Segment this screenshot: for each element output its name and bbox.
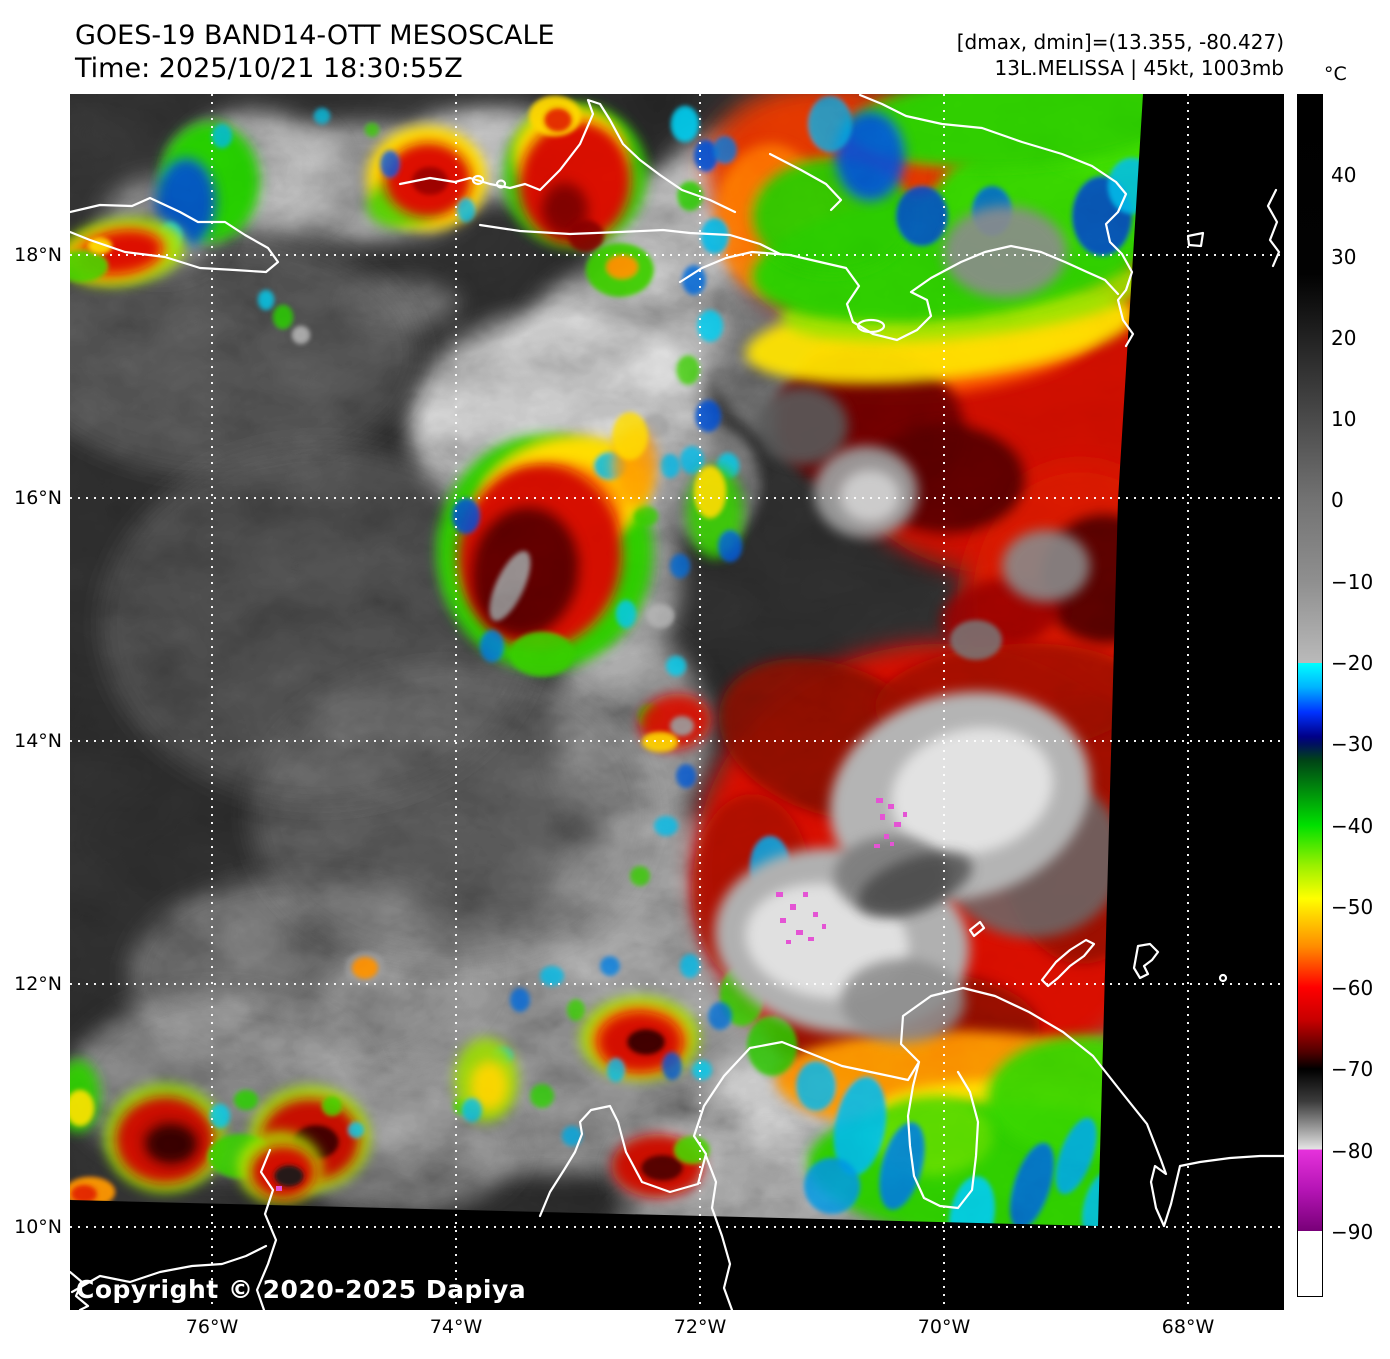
lat-axis-label: 12°N — [14, 973, 62, 995]
lon-axis-label: 70°W — [917, 1316, 971, 1338]
colorbar-tick-label: 20 — [1331, 325, 1357, 350]
coastline-panama-wiggle — [70, 1270, 90, 1310]
coastline-curacao-island — [1040, 938, 1096, 988]
header-right: [dmax, dmin]=(13.355, -80.427) 13L.MELIS… — [957, 29, 1284, 81]
colorbar-tick-label: 0 — [1331, 488, 1344, 513]
colorbar-tick-label: −90 — [1331, 1219, 1374, 1244]
lat-axis-label: 10°N — [14, 1216, 62, 1238]
lon-axis-label: 72°W — [673, 1316, 727, 1338]
colorbar — [1297, 94, 1323, 1297]
scan-data-region — [70, 94, 1143, 1226]
lon-axis-label: 74°W — [429, 1316, 483, 1338]
coastline-venezuela-line — [704, 1154, 734, 1310]
colorbar-tick-label: 10 — [1331, 407, 1357, 432]
colorbar-tick-label: −30 — [1331, 732, 1374, 757]
lat-axis-label: 16°N — [14, 487, 62, 509]
coastline-islet-dot — [1218, 973, 1228, 983]
cold-top-gray-layer — [714, 206, 1124, 1043]
latlon-gridlines — [70, 94, 1284, 1310]
colorbar-tick-label: −10 — [1331, 569, 1374, 594]
coastline-mona-island — [1186, 231, 1205, 248]
coastline-aruba-island — [968, 920, 986, 938]
lon-axis-label: 76°W — [185, 1316, 239, 1338]
colorbar-tick-label: −70 — [1331, 1057, 1374, 1082]
page-title: GOES-19 BAND14-OTT MESOSCALE — [75, 20, 555, 51]
lat-axis-label: 14°N — [14, 730, 62, 752]
colorbar-tick-label: 40 — [1331, 163, 1357, 188]
colorbar-tick-label: −50 — [1331, 894, 1374, 919]
coastline-south-america-coast — [538, 986, 1284, 1228]
coastline-lake-maracaibo — [906, 1060, 980, 1210]
coastline-bonaire-island — [1132, 942, 1160, 980]
overshooting-top-speckles — [276, 798, 907, 1191]
coastline-cuba-south — [478, 223, 782, 256]
colorbar-tick-label: −20 — [1331, 650, 1374, 675]
coastline-cuba-islets — [471, 174, 507, 189]
satellite-map: Copyright © 2020-2025 Dapiya — [70, 94, 1284, 1310]
colorbar-tick-label: −60 — [1331, 976, 1374, 1001]
dmax-dmin-readout: [dmax, dmin]=(13.355, -80.427) — [956, 30, 1284, 54]
storm-status-readout: 13L.MELISSA | 45kt, 1003mb — [994, 56, 1284, 80]
colorbar-tick-label: −80 — [1331, 1138, 1374, 1163]
coastline-gonave-island — [856, 318, 886, 334]
coastline-bottom-left-coast — [70, 1244, 268, 1294]
satellite-image — [70, 94, 1284, 1310]
lat-axis-label: 18°N — [14, 244, 62, 266]
colorbar-tick-label: −40 — [1331, 813, 1374, 838]
colorbar-unit-label: °C — [1324, 63, 1347, 85]
colorbar-tick-label: 30 — [1331, 244, 1357, 269]
coastline-hispaniola-north — [858, 94, 1135, 348]
coastline-haiti-nw — [768, 152, 843, 212]
timestamp: Time: 2025/10/21 18:30:55Z — [75, 53, 463, 84]
lon-axis-label: 68°W — [1161, 1316, 1215, 1338]
copyright-watermark: Copyright © 2020-2025 Dapiya — [76, 1275, 527, 1304]
